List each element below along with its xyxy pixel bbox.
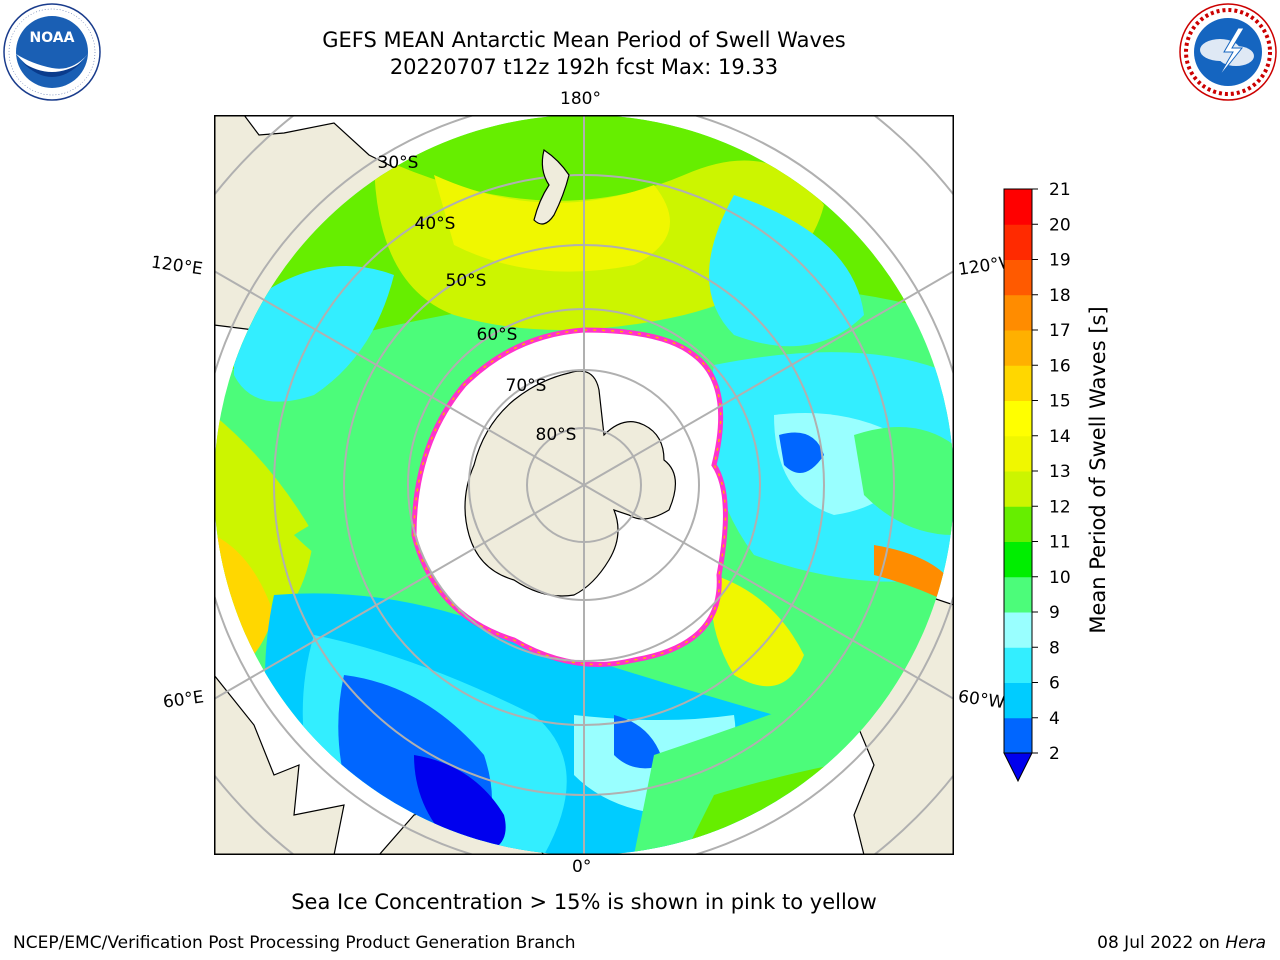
lon-label-left-upper: 120°E [149,252,204,280]
colorbar-band [1004,365,1032,401]
colorbar-tick-label: 2 [1049,744,1060,764]
colorbar-tick-label: 14 [1049,427,1071,447]
lat-label-70: 70°S [506,376,547,396]
lat-label-30: 30°S [378,153,419,173]
colorbar-band [1004,612,1032,648]
footer-date: 08 Jul 2022 on Hera [1097,933,1266,953]
nws-logo [1179,3,1277,101]
colorbar-tick-label: 4 [1049,709,1060,729]
colorbar-tick-label: 8 [1049,638,1060,658]
colorbar-tick-label: 20 [1049,215,1071,235]
lat-label-50: 50°S [446,271,487,291]
footer-date-text: 08 Jul 2022 on [1097,933,1220,953]
colorbar-band [1004,400,1032,437]
colorbar-band [1004,330,1032,366]
colorbar: 2 4 6 8 9 10 11 12 13 14 15 16 17 18 19 20 21 [1003,180,1071,783]
lon-label-left-lower: 60°E [161,687,206,713]
colorbar-band [1004,189,1032,225]
noaa-logo: NOAA [3,3,101,101]
colorbar-tick-label: 13 [1049,462,1071,482]
svg-text:NOAA: NOAA [30,30,75,46]
latitude-labels: 30°S 40°S 50°S 60°S 70°S 80°S [378,153,577,445]
lat-label-80: 80°S [536,425,577,445]
map-title: GEFS MEAN Antarctic Mean Period of Swell… [322,28,846,52]
colorbar-band [1004,717,1032,754]
footer-host: Hera [1225,933,1266,953]
colorbar-tick-label: 17 [1049,321,1071,341]
lon-label-top: 180° [560,89,601,109]
colorbar-tick-label: 19 [1049,251,1071,271]
lon-label-right-lower: 60°W [956,686,1007,714]
colorbar-band [1004,541,1032,578]
colorbar-tick-label: 11 [1049,533,1071,553]
colorbar-extend-arrow [1003,752,1033,783]
polar-map: 30°S 40°S 50°S 60°S 70°S 80°S [214,115,954,855]
colorbar-band [1004,224,1032,260]
colorbar-tick-label: 10 [1049,568,1071,588]
footer-credit: NCEP/EMC/Verification Post Processing Pr… [13,933,576,953]
landmass [533,149,570,225]
colorbar-tick-label: 9 [1049,603,1060,623]
colorbar-tick-label: 6 [1049,674,1060,694]
colorbar-tick-label: 16 [1049,356,1071,376]
map-frame [214,115,954,855]
lon-label-bottom: 0° [572,857,592,877]
colorbar-band [1004,506,1032,542]
map-subtitle: 20220707 t12z 192h fcst Max: 19.33 [389,55,779,79]
lat-label-60: 60°S [477,325,518,345]
colorbar-band [1004,471,1032,507]
lat-label-40: 40°S [415,214,456,234]
colorbar-tick-label: 15 [1049,392,1071,412]
colorbar-label: Mean Period of Swell Waves [s] [1086,306,1110,634]
colorbar-band [1004,294,1032,331]
colorbar-band [1004,682,1032,719]
colorbar-band [1004,259,1032,296]
colorbar-band [1004,435,1032,472]
colorbar-tick-label: 12 [1049,497,1071,517]
colorbar-tick-label: 18 [1049,286,1071,306]
colorbar-band [1004,576,1032,613]
graticule [214,115,954,855]
colorbar-tick-label: 21 [1049,180,1071,200]
sea-ice-note: Sea Ice Concentration > 15% is shown in … [291,890,877,914]
colorbar-band [1004,647,1032,683]
